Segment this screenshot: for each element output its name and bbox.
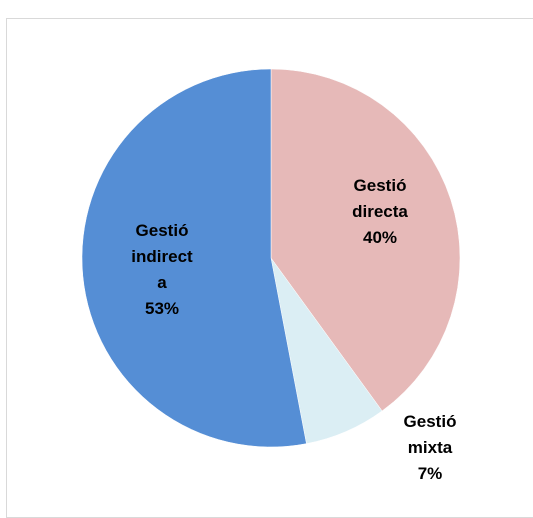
category-label: Gestió directa — [352, 176, 408, 221]
value-label: 7% — [417, 464, 443, 483]
value-label: 40% — [362, 228, 398, 247]
value-label: 53% — [144, 299, 180, 318]
pie-slice — [270, 68, 461, 412]
slice-label: Gestió mixta 7% — [390, 409, 470, 487]
pie-slice — [81, 68, 307, 448]
slice-label: Gestió indirecta 53% — [129, 218, 195, 322]
page: {"chart_data": {"type": "pie", "categori… — [6, 18, 533, 518]
chart — [81, 68, 461, 448]
category-label: Gestió indirecta — [131, 221, 193, 292]
category-label: Gestió mixta — [403, 412, 457, 457]
slice-label: Gestió directa 40% — [325, 173, 435, 251]
